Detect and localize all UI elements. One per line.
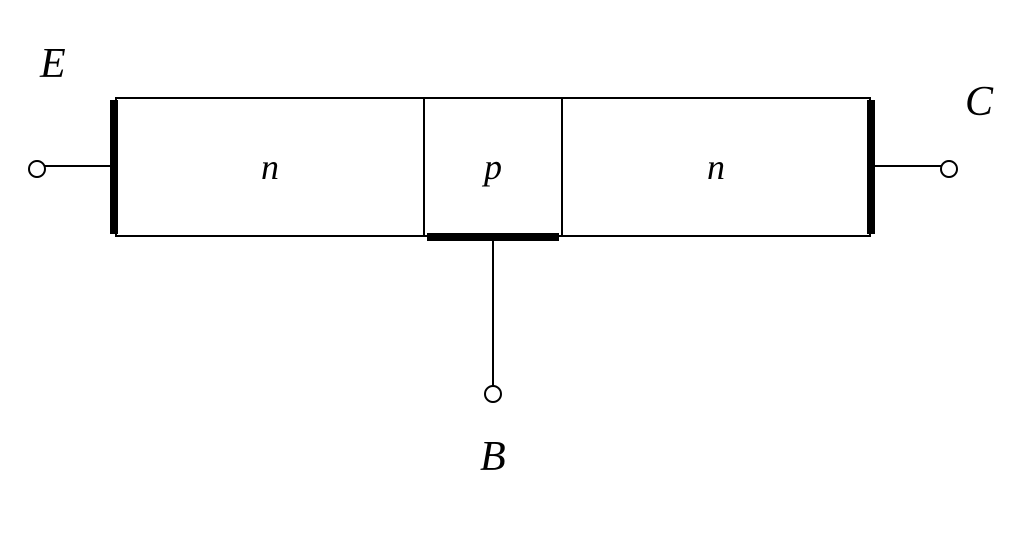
emitter-region-label: n <box>261 146 279 188</box>
emitter-terminal <box>28 160 46 178</box>
base-region: p <box>423 97 563 237</box>
base-lead <box>492 241 494 389</box>
base-label: B <box>480 433 506 481</box>
base-terminal <box>484 385 502 403</box>
emitter-lead <box>44 165 114 167</box>
collector-region: n <box>561 97 871 237</box>
collector-lead <box>873 165 943 167</box>
emitter-region: n <box>115 97 425 237</box>
collector-terminal <box>940 160 958 178</box>
emitter-contact <box>110 100 118 234</box>
base-region-label: p <box>484 146 502 188</box>
emitter-label: E <box>40 40 66 88</box>
collector-region-label: n <box>707 146 725 188</box>
collector-contact <box>867 100 875 234</box>
collector-label: C <box>965 78 993 126</box>
npn-transistor-diagram: n p n E C B <box>0 0 1030 543</box>
base-contact <box>427 233 559 241</box>
